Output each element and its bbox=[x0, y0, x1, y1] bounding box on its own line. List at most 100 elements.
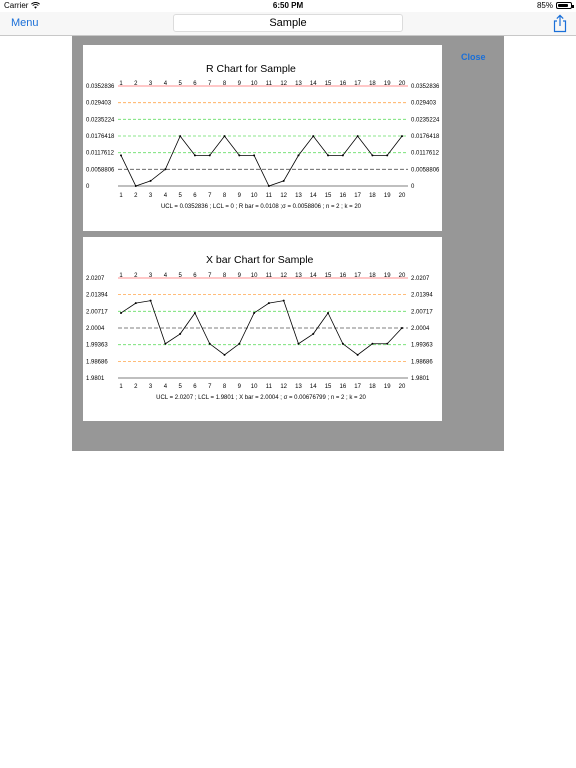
x-tick-label-bottom: 11 bbox=[266, 384, 273, 390]
x-tick-label-top: 20 bbox=[399, 273, 406, 279]
x-tick-label-bottom: 1 bbox=[119, 384, 123, 390]
chart-footer: UCL = 0.0352836 ; LCL = 0 ; R bar = 0.01… bbox=[161, 204, 362, 210]
data-point bbox=[356, 135, 359, 138]
series-line bbox=[120, 300, 403, 356]
x-tick-label-top: 2 bbox=[134, 81, 138, 87]
x-tick-label-top: 14 bbox=[310, 81, 317, 87]
data-point bbox=[238, 342, 241, 345]
x-tick-label-top: 13 bbox=[295, 273, 302, 279]
x-tick-label-top: 14 bbox=[310, 273, 317, 279]
data-point bbox=[267, 185, 270, 187]
x-tick-label-bottom: 9 bbox=[238, 384, 242, 390]
data-point bbox=[282, 179, 285, 182]
x-tick-label-bottom: 10 bbox=[251, 193, 258, 199]
chart-title: R Chart for Sample bbox=[206, 63, 296, 75]
r-chart: R Chart for Sample 0.0352836 0.0352836 0.02… bbox=[86, 63, 440, 210]
menu-button[interactable]: Menu bbox=[11, 17, 39, 29]
data-point bbox=[356, 353, 359, 356]
data-point bbox=[134, 302, 137, 305]
limit-label-left: 1.98686 bbox=[86, 359, 108, 365]
status-bar: Carrier 6:50 PM 85% bbox=[0, 0, 576, 12]
data-point bbox=[297, 342, 300, 345]
x-tick-label-top: 11 bbox=[266, 273, 273, 279]
x-tick-label-bottom: 11 bbox=[266, 193, 273, 199]
data-point bbox=[120, 311, 122, 314]
data-point bbox=[149, 299, 152, 302]
limit-label-left: 0.029403 bbox=[86, 101, 112, 107]
x-tick-label-top: 4 bbox=[164, 273, 168, 279]
x-tick-label-top: 4 bbox=[164, 81, 168, 87]
xbar-chart: X bar Chart for Sample 2.0207 2.0207 2.0139… bbox=[86, 254, 433, 401]
x-tick-label-top: 6 bbox=[193, 273, 197, 279]
x-tick-label-top: 18 bbox=[369, 273, 376, 279]
data-point bbox=[253, 154, 256, 157]
title-field[interactable]: Sample bbox=[173, 14, 403, 32]
limit-label-right: 1.99363 bbox=[411, 343, 433, 349]
r-chart-panel: R Chart for Sample 0.0352836 0.0352836 0.02… bbox=[83, 45, 442, 231]
close-button[interactable]: Close bbox=[461, 52, 486, 62]
x-tick-label-top: 17 bbox=[354, 273, 361, 279]
x-tick-label-bottom: 2 bbox=[134, 384, 138, 390]
limit-label-right: 0.0117612 bbox=[411, 151, 440, 157]
x-tick-label-top: 8 bbox=[223, 81, 227, 87]
limit-label-left: 2.0207 bbox=[86, 276, 105, 282]
x-tick-label-bottom: 7 bbox=[208, 193, 212, 199]
data-point bbox=[134, 185, 137, 187]
x-tick-label-bottom: 20 bbox=[399, 193, 406, 199]
battery-fill bbox=[558, 4, 569, 7]
data-point bbox=[327, 154, 330, 157]
share-button[interactable] bbox=[551, 14, 569, 33]
limit-label-left: 1.9801 bbox=[86, 376, 105, 382]
x-tick-label-top: 19 bbox=[384, 273, 391, 279]
x-tick-label-top: 13 bbox=[295, 81, 302, 87]
limit-label-right: 0.0176418 bbox=[411, 134, 440, 140]
x-tick-label-top: 8 bbox=[223, 273, 227, 279]
x-tick-label-bottom: 4 bbox=[164, 193, 168, 199]
limit-label-right: 1.98686 bbox=[411, 359, 433, 365]
limit-label-left: 2.0004 bbox=[86, 326, 105, 332]
x-tick-label-top: 5 bbox=[178, 273, 182, 279]
x-tick-label-top: 19 bbox=[384, 81, 391, 87]
x-tick-label-bottom: 14 bbox=[310, 193, 317, 199]
status-left: Carrier bbox=[4, 1, 41, 10]
data-point bbox=[223, 353, 226, 356]
limit-label-right: 0.0352836 bbox=[411, 84, 440, 90]
x-tick-label-bottom: 7 bbox=[208, 384, 212, 390]
x-tick-label-top: 20 bbox=[399, 81, 406, 87]
limit-label-left: 0.0058806 bbox=[86, 167, 115, 173]
data-point bbox=[401, 327, 403, 329]
battery-icon bbox=[556, 2, 574, 9]
data-point bbox=[386, 154, 389, 157]
x-tick-label-bottom: 1 bbox=[119, 193, 123, 199]
battery-percent: 85% bbox=[536, 1, 553, 10]
carrier-label: Carrier bbox=[4, 1, 29, 10]
data-point bbox=[312, 332, 315, 335]
x-tick-label-bottom: 6 bbox=[193, 384, 197, 390]
x-tick-label-bottom: 17 bbox=[354, 384, 361, 390]
x-tick-label-top: 10 bbox=[251, 273, 258, 279]
x-tick-label-bottom: 9 bbox=[238, 193, 242, 199]
x-tick-label-top: 18 bbox=[369, 81, 376, 87]
x-tick-label-top: 15 bbox=[325, 273, 332, 279]
x-tick-label-bottom: 2 bbox=[134, 193, 138, 199]
limit-label-right: 2.01394 bbox=[411, 293, 433, 299]
chart-footer: UCL = 2.0207 ; LCL = 1.9801 ; X bar = 2.… bbox=[156, 395, 366, 401]
data-point bbox=[149, 179, 152, 182]
limit-label-left: 0 bbox=[86, 184, 90, 190]
x-tick-label-top: 7 bbox=[208, 81, 212, 87]
x-tick-label-bottom: 4 bbox=[164, 384, 168, 390]
data-point bbox=[267, 302, 270, 305]
x-tick-label-top: 12 bbox=[280, 273, 287, 279]
chart-title: X bar Chart for Sample bbox=[206, 254, 314, 266]
limit-label-right: 0.0235224 bbox=[411, 117, 440, 123]
x-tick-label-top: 9 bbox=[238, 273, 242, 279]
data-point bbox=[297, 154, 300, 157]
x-tick-label-top: 3 bbox=[149, 273, 153, 279]
limit-label-right: 0.029403 bbox=[411, 101, 437, 107]
x-tick-label-top: 7 bbox=[208, 273, 212, 279]
limit-label-right: 0 bbox=[411, 184, 415, 190]
x-tick-label-top: 16 bbox=[339, 81, 346, 87]
x-tick-label-bottom: 15 bbox=[325, 384, 332, 390]
status-right: 85% bbox=[536, 1, 574, 10]
data-point bbox=[120, 154, 122, 157]
